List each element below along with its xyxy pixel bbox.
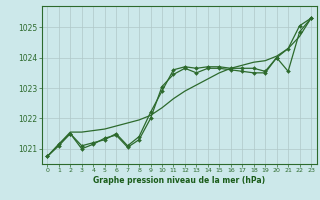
X-axis label: Graphe pression niveau de la mer (hPa): Graphe pression niveau de la mer (hPa) (93, 176, 265, 185)
